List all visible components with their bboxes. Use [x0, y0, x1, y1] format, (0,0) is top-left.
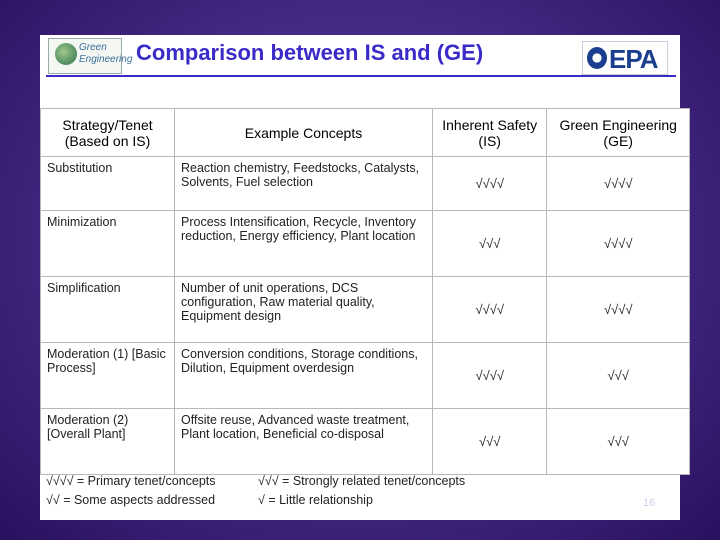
strategy-cell: Moderation (2) [Overall Plant] [40, 408, 175, 475]
page-number: 16 [643, 497, 656, 509]
is-rating-cell: √√√√ [431, 342, 548, 409]
column-header-inherent-safety: Inherent Safety (IS) [431, 108, 548, 157]
table-header-row: Strategy/Tenet (Based on IS) Example Con… [40, 108, 690, 157]
concepts-cell: Number of unit operations, DCS configura… [174, 276, 433, 343]
ge-rating-cell: √√√√ [546, 210, 690, 277]
legend-some-aspects: √√ = Some aspects addressed [46, 493, 216, 507]
ge-rating-cell: √√√ [546, 408, 690, 475]
legend-left: √√√√ = Primary tenet/concepts √√ = Some … [46, 472, 216, 510]
epa-emblem-icon [587, 47, 607, 69]
green-engineering-logo: Green Engineering [48, 38, 132, 74]
is-rating-cell: √√√√ [431, 156, 548, 211]
comparison-table: Strategy/Tenet (Based on IS) Example Con… [40, 108, 690, 475]
page-title: Comparison between IS and (GE) [136, 40, 484, 65]
title-underline [46, 75, 676, 77]
legend-little-relationship: √ = Little relationship [258, 493, 373, 507]
ge-rating-cell: √√√√ [546, 156, 690, 211]
concepts-cell: Process Intensification, Recycle, Invent… [174, 210, 433, 277]
table-row: Minimization Process Intensification, Re… [40, 210, 690, 277]
is-rating-cell: √√√ [431, 210, 548, 277]
strategy-cell: Substitution [40, 156, 175, 211]
logo-text-line2: Engineering [79, 54, 133, 65]
epa-logo-text: EPA [609, 44, 659, 74]
table-row: Moderation (2) [Overall Plant] Offsite r… [40, 408, 690, 475]
is-rating-cell: √√√√ [431, 276, 548, 343]
concepts-cell: Offsite reuse, Advanced waste treatment,… [174, 408, 433, 475]
table-row: Simplification Number of unit operations… [40, 276, 690, 343]
column-header-strategy: Strategy/Tenet (Based on IS) [40, 108, 175, 157]
logo-text-line1: Green [79, 42, 107, 53]
table-row: Substitution Reaction chemistry, Feedsto… [40, 156, 690, 211]
is-rating-cell: √√√ [431, 408, 548, 475]
ge-rating-cell: √√√ [546, 342, 690, 409]
strategy-cell: Simplification [40, 276, 175, 343]
strategy-cell: Minimization [40, 210, 175, 277]
strategy-cell: Moderation (1) [Basic Process] [40, 342, 175, 409]
concepts-cell: Conversion conditions, Storage condition… [174, 342, 433, 409]
column-header-concepts: Example Concepts [174, 108, 433, 157]
ge-rating-cell: √√√√ [546, 276, 690, 343]
concepts-cell: Reaction chemistry, Feedstocks, Catalyst… [174, 156, 433, 211]
legend-strongly-related: √√√ = Strongly related tenet/concepts [258, 474, 466, 488]
column-header-green-engineering: Green Engineering (GE) [546, 108, 690, 157]
table-row: Moderation (1) [Basic Process] Conversio… [40, 342, 690, 409]
legend-primary: √√√√ = Primary tenet/concepts [46, 474, 216, 488]
globe-icon [55, 43, 77, 65]
epa-logo: EPA [582, 41, 668, 75]
legend-right: √√√ = Strongly related tenet/concepts √ … [258, 472, 465, 510]
